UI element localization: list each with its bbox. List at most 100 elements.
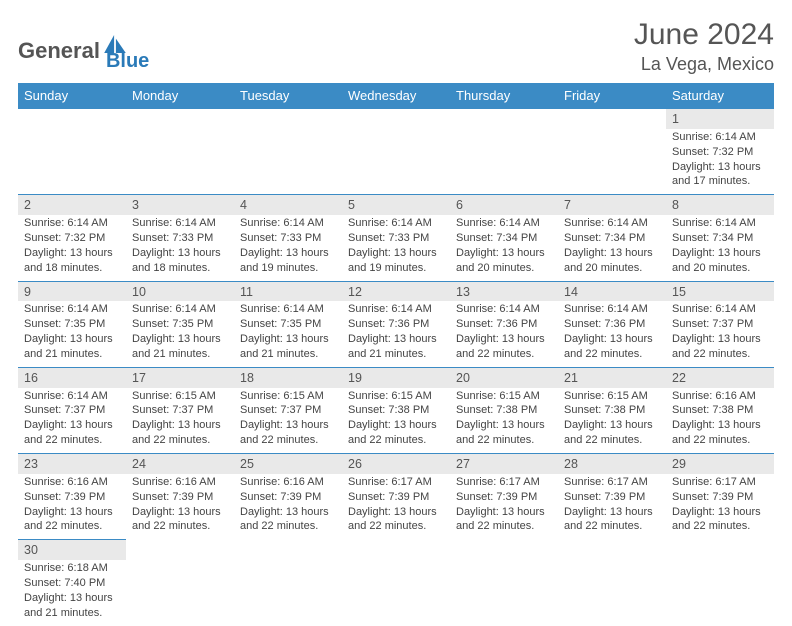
- daylight-text: Daylight: 13 hours and 18 minutes.: [24, 246, 120, 276]
- sunset-text: Sunset: 7:39 PM: [24, 490, 120, 505]
- day-number-cell: 15: [666, 281, 774, 301]
- sunrise-text: Sunrise: 6:14 AM: [672, 302, 768, 317]
- sunset-text: Sunset: 7:32 PM: [24, 231, 120, 246]
- day-info-cell: [450, 560, 558, 625]
- weekday-header: Monday: [126, 83, 234, 109]
- day-info-cell: [126, 560, 234, 625]
- daylight-text: Daylight: 13 hours and 22 minutes.: [456, 332, 552, 362]
- day-number-cell: 11: [234, 281, 342, 301]
- day-number-row: 9101112131415: [18, 281, 774, 301]
- day-number-cell: 20: [450, 367, 558, 387]
- day-info-cell: Sunrise: 6:14 AMSunset: 7:35 PMDaylight:…: [234, 301, 342, 367]
- day-info-cell: [342, 129, 450, 195]
- day-info-cell: [234, 560, 342, 625]
- sunset-text: Sunset: 7:37 PM: [672, 317, 768, 332]
- day-info-cell: Sunrise: 6:16 AMSunset: 7:39 PMDaylight:…: [126, 474, 234, 540]
- daylight-text: Daylight: 13 hours and 22 minutes.: [672, 332, 768, 362]
- daylight-text: Daylight: 13 hours and 22 minutes.: [132, 418, 228, 448]
- weekday-header: Sunday: [18, 83, 126, 109]
- daylight-text: Daylight: 13 hours and 18 minutes.: [132, 246, 228, 276]
- day-info-cell: Sunrise: 6:17 AMSunset: 7:39 PMDaylight:…: [666, 474, 774, 540]
- day-number-cell: 10: [126, 281, 234, 301]
- sunrise-text: Sunrise: 6:14 AM: [24, 389, 120, 404]
- day-info-row: Sunrise: 6:14 AMSunset: 7:35 PMDaylight:…: [18, 301, 774, 367]
- sunset-text: Sunset: 7:39 PM: [348, 490, 444, 505]
- weekday-header-row: SundayMondayTuesdayWednesdayThursdayFrid…: [18, 83, 774, 109]
- day-number-cell: [126, 540, 234, 560]
- location: La Vega, Mexico: [634, 54, 774, 75]
- sunrise-text: Sunrise: 6:15 AM: [564, 389, 660, 404]
- sunset-text: Sunset: 7:36 PM: [564, 317, 660, 332]
- daylight-text: Daylight: 13 hours and 22 minutes.: [456, 505, 552, 535]
- day-number-cell: 6: [450, 195, 558, 215]
- day-info-cell: Sunrise: 6:14 AMSunset: 7:34 PMDaylight:…: [450, 215, 558, 281]
- sunset-text: Sunset: 7:37 PM: [240, 403, 336, 418]
- day-number-cell: 19: [342, 367, 450, 387]
- day-number-cell: [234, 540, 342, 560]
- sunrise-text: Sunrise: 6:17 AM: [456, 475, 552, 490]
- day-number-cell: [450, 109, 558, 129]
- day-info-cell: Sunrise: 6:14 AMSunset: 7:37 PMDaylight:…: [666, 301, 774, 367]
- daylight-text: Daylight: 13 hours and 22 minutes.: [132, 505, 228, 535]
- sunrise-text: Sunrise: 6:16 AM: [24, 475, 120, 490]
- day-number-row: 23242526272829: [18, 454, 774, 474]
- daylight-text: Daylight: 13 hours and 21 minutes.: [240, 332, 336, 362]
- day-number-cell: 5: [342, 195, 450, 215]
- sunrise-text: Sunrise: 6:16 AM: [672, 389, 768, 404]
- day-number-cell: 12: [342, 281, 450, 301]
- sunset-text: Sunset: 7:35 PM: [132, 317, 228, 332]
- sunrise-text: Sunrise: 6:17 AM: [564, 475, 660, 490]
- day-info-cell: [558, 560, 666, 625]
- sunrise-text: Sunrise: 6:15 AM: [348, 389, 444, 404]
- daylight-text: Daylight: 13 hours and 22 minutes.: [672, 418, 768, 448]
- day-info-cell: Sunrise: 6:18 AMSunset: 7:40 PMDaylight:…: [18, 560, 126, 625]
- daylight-text: Daylight: 13 hours and 17 minutes.: [672, 160, 768, 190]
- sunset-text: Sunset: 7:38 PM: [672, 403, 768, 418]
- day-info-cell: [342, 560, 450, 625]
- day-number-cell: 29: [666, 454, 774, 474]
- month-title: June 2024: [634, 18, 774, 52]
- sunset-text: Sunset: 7:39 PM: [672, 490, 768, 505]
- sunset-text: Sunset: 7:39 PM: [564, 490, 660, 505]
- sunset-text: Sunset: 7:39 PM: [456, 490, 552, 505]
- sunrise-text: Sunrise: 6:14 AM: [348, 302, 444, 317]
- sunset-text: Sunset: 7:38 PM: [564, 403, 660, 418]
- sunrise-text: Sunrise: 6:17 AM: [348, 475, 444, 490]
- day-number-cell: 1: [666, 109, 774, 129]
- weekday-header: Friday: [558, 83, 666, 109]
- day-number-cell: [558, 540, 666, 560]
- sunset-text: Sunset: 7:36 PM: [456, 317, 552, 332]
- day-info-cell: Sunrise: 6:17 AMSunset: 7:39 PMDaylight:…: [342, 474, 450, 540]
- day-info-cell: Sunrise: 6:15 AMSunset: 7:38 PMDaylight:…: [342, 388, 450, 454]
- day-info-cell: Sunrise: 6:14 AMSunset: 7:32 PMDaylight:…: [666, 129, 774, 195]
- day-number-cell: 16: [18, 367, 126, 387]
- sunset-text: Sunset: 7:34 PM: [456, 231, 552, 246]
- day-number-cell: 2: [18, 195, 126, 215]
- day-info-cell: Sunrise: 6:14 AMSunset: 7:35 PMDaylight:…: [18, 301, 126, 367]
- sunset-text: Sunset: 7:33 PM: [132, 231, 228, 246]
- day-info-cell: [666, 560, 774, 625]
- day-number-cell: 14: [558, 281, 666, 301]
- sunrise-text: Sunrise: 6:14 AM: [348, 216, 444, 231]
- daylight-text: Daylight: 13 hours and 21 minutes.: [348, 332, 444, 362]
- sunrise-text: Sunrise: 6:16 AM: [132, 475, 228, 490]
- daylight-text: Daylight: 13 hours and 20 minutes.: [456, 246, 552, 276]
- day-number-cell: 21: [558, 367, 666, 387]
- day-number-row: 1: [18, 109, 774, 129]
- day-info-cell: Sunrise: 6:14 AMSunset: 7:33 PMDaylight:…: [342, 215, 450, 281]
- sunrise-text: Sunrise: 6:14 AM: [24, 216, 120, 231]
- day-info-cell: Sunrise: 6:14 AMSunset: 7:34 PMDaylight:…: [558, 215, 666, 281]
- sunrise-text: Sunrise: 6:15 AM: [240, 389, 336, 404]
- day-number-cell: 13: [450, 281, 558, 301]
- sunrise-text: Sunrise: 6:14 AM: [564, 302, 660, 317]
- day-info-cell: [450, 129, 558, 195]
- weekday-header: Tuesday: [234, 83, 342, 109]
- sunrise-text: Sunrise: 6:17 AM: [672, 475, 768, 490]
- sunrise-text: Sunrise: 6:14 AM: [132, 302, 228, 317]
- sunrise-text: Sunrise: 6:14 AM: [240, 302, 336, 317]
- day-number-cell: 7: [558, 195, 666, 215]
- daylight-text: Daylight: 13 hours and 20 minutes.: [564, 246, 660, 276]
- sunset-text: Sunset: 7:37 PM: [132, 403, 228, 418]
- day-number-cell: 8: [666, 195, 774, 215]
- title-block: June 2024 La Vega, Mexico: [634, 18, 774, 75]
